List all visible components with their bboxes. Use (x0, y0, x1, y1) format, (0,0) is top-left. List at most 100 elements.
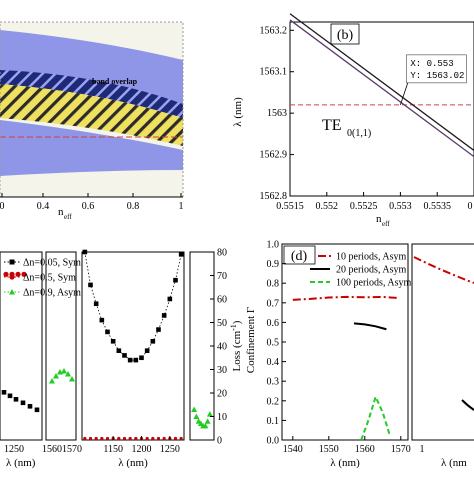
y-axis-label-sup: -1 (229, 324, 238, 331)
legend-label: 100 periods, Asym (336, 278, 412, 289)
x-tick-label: 0.8 (127, 201, 140, 212)
green-triangle-marker (61, 368, 67, 374)
red-circle-marker (3, 271, 9, 277)
black-square-marker (13, 397, 19, 402)
y-tick-label: 0 (217, 436, 222, 447)
black-square-marker (93, 301, 99, 306)
plot-frame (281, 243, 409, 441)
y-axis-label: λ (nm) (232, 97, 244, 127)
black-square-marker (105, 329, 110, 335)
y-axis-label-close: ) (231, 320, 243, 324)
black-square-marker (88, 282, 93, 288)
green-triangle-marker (202, 422, 209, 429)
green-triangle-marker (65, 371, 71, 377)
black-square-marker (27, 404, 33, 409)
panel-bottom-right: (d) 10 periods, Asym 20 periods, Asym 100 p… (245, 240, 474, 469)
plot-frame (289, 21, 474, 197)
y-axis-label: Confinement Γ (245, 307, 257, 374)
black-square-marker (139, 355, 144, 361)
panel-bottom-left: 1250 λ (nm) 1560 1570 Δn=0.05, Sym Δn=0.5, Sy… (0, 248, 243, 469)
black-square-marker (1, 390, 7, 395)
x-tick-label: 0 (468, 201, 473, 212)
green-triangle-marker (49, 378, 55, 384)
red-circle-marker (179, 436, 183, 441)
red-circle-marker (173, 436, 178, 441)
y-tick-label: 40 (217, 342, 227, 353)
x-tick-label: 1570 (391, 444, 411, 455)
black-square-marker (99, 317, 105, 323)
mode-label-sub: 0(1,1) (347, 128, 371, 139)
legend-label: Δn=0.9, Asym (23, 288, 81, 299)
left-x-tick-label: 1250 (4, 444, 24, 455)
datatip-leader (400, 80, 409, 105)
red-circle-marker (128, 436, 132, 441)
legend-marker-triangle (9, 289, 15, 295)
red-circle-marker (117, 436, 121, 441)
black-square-marker (34, 407, 40, 413)
x-axis-label-sub: eff (382, 220, 390, 228)
y-tick-label: 1563 (267, 108, 287, 119)
red-circle-marker (88, 436, 93, 441)
black-square-marker (178, 252, 184, 257)
y-tick-label: 1563.2 (260, 25, 288, 36)
right-black-curve (461, 399, 474, 411)
legend-marker-circle (9, 274, 15, 280)
black-square-marker (110, 339, 116, 344)
x-axis-label: n (376, 213, 382, 225)
black-square-marker (122, 353, 127, 358)
y-tick-label: 1.0 (267, 240, 280, 251)
y-tick-label: 1562.8 (260, 191, 288, 202)
y-tick-label: 0.2 (267, 396, 280, 407)
y-tick-label: 0.0 (267, 436, 280, 447)
x-tick-label: 1560 (355, 444, 375, 455)
black-square-marker (20, 400, 26, 406)
x-tick-label: 0.5535 (423, 201, 451, 212)
red-circle-marker (83, 436, 87, 441)
y-tick-label: 60 (217, 295, 227, 306)
right-x-tick-label: 1 (420, 444, 425, 455)
panel-label-box (283, 245, 316, 265)
narrow-x-tick-label: 1570 (62, 444, 82, 455)
green-triangle-marker (206, 411, 213, 417)
x-tick-label: 0.4 (37, 201, 50, 212)
x-tick-label: 1550 (319, 444, 339, 455)
green-triangle-marker (191, 406, 198, 412)
y-tick-label: 0.7 (267, 298, 280, 309)
yellow-hatched-band (0, 84, 183, 146)
legend-label: Δn=0.05, Sym (23, 258, 81, 269)
black-square-marker (127, 357, 133, 363)
red-circle-marker (15, 271, 21, 277)
legend-label: 20 periods, Asym (336, 265, 407, 276)
right-subplot-frame (411, 243, 474, 441)
panel-label: (d) (291, 249, 308, 264)
x-tick-label: 0 (0, 201, 5, 212)
red-circle-marker (156, 436, 161, 441)
black-square-marker (116, 348, 122, 353)
red-circle-marker (94, 436, 98, 441)
mid-subplot-frame (81, 251, 185, 441)
legend-marker-square (9, 259, 15, 265)
datatip-y: Y: 1563.02 (410, 71, 464, 81)
red-circle-marker (162, 436, 166, 441)
annotation-band-overlap: band overlap (92, 77, 138, 86)
y-tick-label: 0.3 (267, 377, 280, 388)
black-square-marker (144, 348, 150, 353)
red-circle-marker (145, 436, 149, 441)
black-square-marker (7, 393, 13, 399)
red-circle-marker (21, 271, 27, 277)
x-tick-label: 1 (179, 201, 184, 212)
panel-top-left: band overlap 0 0.4 0.6 0.8 1 n eff (0, 21, 184, 221)
mid-x-tick-label: 1150 (103, 444, 123, 455)
x-axis-label: n (58, 206, 64, 218)
red-circle-marker (151, 436, 155, 441)
narrow-subplot-frame (45, 251, 77, 441)
legend-label: 10 periods, Asym (336, 252, 407, 263)
y-tick-label: 1563.1 (260, 67, 288, 78)
y-tick-label: 0.6 (267, 318, 280, 329)
x-tick-label: 0.5515 (276, 201, 304, 212)
series-line-2 (353, 322, 387, 331)
series-line-1 (292, 295, 398, 301)
green-triangle-marker (53, 373, 59, 379)
black-square-marker (156, 327, 161, 332)
